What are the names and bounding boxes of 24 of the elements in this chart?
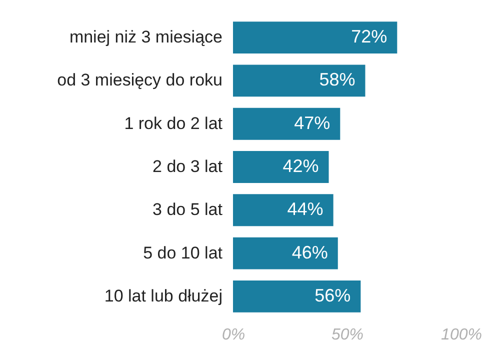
data-label: 44%: [287, 199, 324, 220]
data-label: 56%: [314, 285, 351, 306]
x-tick-label: 100%: [441, 326, 482, 344]
x-tick-label: 0%: [222, 326, 246, 344]
x-tick-label: 50%: [331, 326, 364, 344]
y-tick-label: mniej niż 3 miesiące: [69, 28, 222, 47]
y-tick-label: 3 do 5 lat: [152, 200, 223, 220]
bar: [233, 108, 340, 140]
bar: [233, 151, 329, 183]
data-label: 47%: [294, 112, 330, 133]
bar: [233, 22, 398, 54]
data-label: 72%: [351, 26, 388, 47]
y-tick-label: od 3 miesięcy do roku: [57, 70, 222, 90]
bar: [233, 64, 366, 97]
data-label: 46%: [292, 242, 328, 262]
y-tick-label: 2 do 3 lat: [152, 157, 223, 176]
y-tick-label: 5 do 10 lat: [143, 243, 223, 262]
y-tick-label: 1 rok do 2 lat: [124, 114, 223, 133]
bar: [233, 194, 334, 226]
data-label: 58%: [319, 70, 356, 90]
bar: [233, 237, 338, 270]
bar: [233, 280, 361, 312]
data-label: 42%: [282, 156, 319, 176]
y-tick-label: 10 lat lub dłużej: [104, 286, 222, 306]
